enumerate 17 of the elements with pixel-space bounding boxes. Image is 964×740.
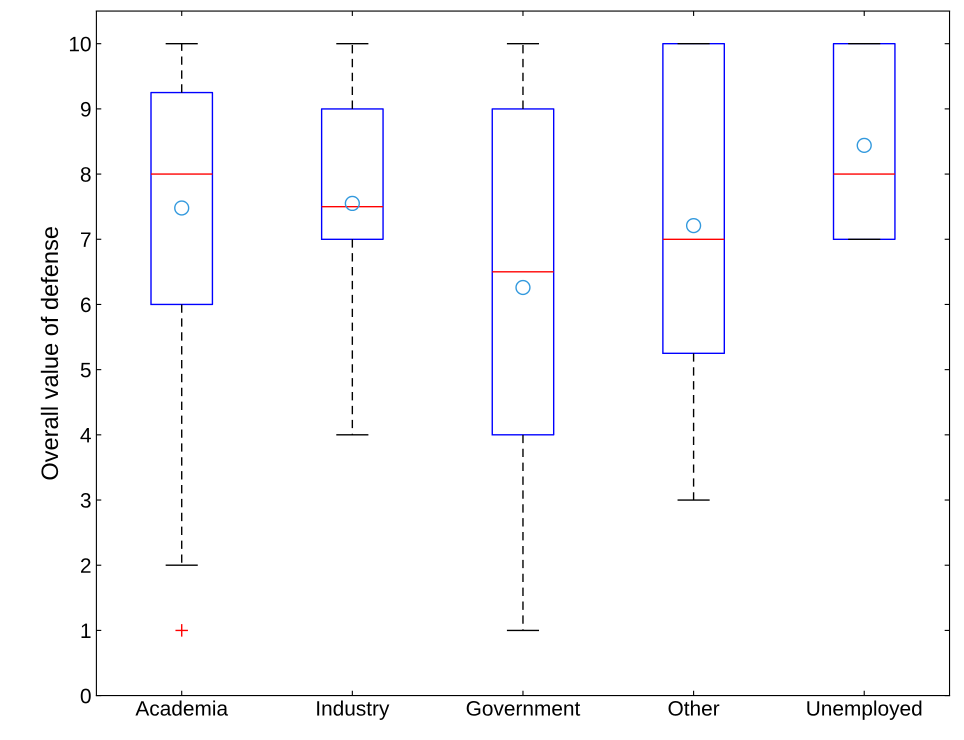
x-tick-label: Academia — [135, 700, 228, 716]
y-tick-label: 2 — [81, 558, 90, 573]
x-tick-label: Other — [668, 700, 720, 716]
y-tick-label: 5 — [80, 362, 91, 378]
x-tick-label: Government — [466, 701, 580, 716]
y-tick-label: 10 — [70, 36, 91, 52]
y-tick-label: 1 — [82, 624, 91, 638]
y-tick-label: 4 — [80, 428, 91, 442]
y-tick-label: 8 — [80, 167, 91, 182]
y-tick-label: 0 — [80, 688, 91, 704]
y-tick-label: 3 — [80, 493, 91, 508]
y-tick-label: 9 — [80, 102, 91, 117]
y-tick-label: 7 — [81, 232, 90, 247]
x-tick-label: Unemployed — [807, 700, 922, 720]
y-tick-label: 6 — [81, 297, 91, 312]
y-axis-title: Overall value of defense — [40, 227, 58, 480]
x-tick-label: Industry — [317, 700, 390, 720]
